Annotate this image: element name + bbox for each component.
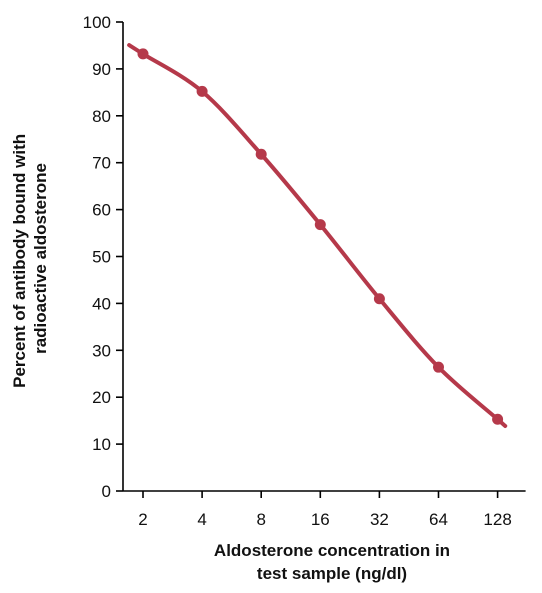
y-tick-label: 80: [92, 107, 111, 126]
x-tick-label: 2: [138, 510, 147, 529]
y-tick-label: 100: [83, 13, 111, 32]
x-tick-label: 8: [256, 510, 265, 529]
x-tick-label: 32: [370, 510, 389, 529]
data-point: [196, 85, 208, 97]
x-axis-title-line-2: test sample (ng/dl): [257, 564, 407, 583]
y-tick-label: 60: [92, 201, 111, 220]
y-tick-label: 70: [92, 154, 111, 173]
y-tick-label: 40: [92, 294, 111, 313]
x-axis-title-line-1: Aldosterone concentration in: [214, 541, 450, 560]
y-tick-label: 50: [92, 248, 111, 267]
x-tick-label: 4: [197, 510, 206, 529]
y-tick-label: 0: [102, 482, 111, 501]
data-point: [137, 48, 149, 60]
y-tick-label: 10: [92, 435, 111, 454]
data-point: [314, 219, 326, 231]
y-axis-title: Percent of antibody bound with radioacti…: [10, 129, 50, 388]
x-tick-label: 128: [483, 510, 511, 529]
x-tick-label: 64: [429, 510, 448, 529]
data-point: [373, 293, 385, 305]
data-point: [433, 361, 444, 373]
y-axis-title-line-2: radioactive aldosterone: [31, 163, 50, 354]
y-tick-label: 30: [92, 341, 111, 360]
y-tick-label: 90: [92, 60, 111, 79]
y-axis: 0 10 20 30 40 50 60 70 80 90 100: [83, 13, 124, 501]
y-axis-title-line-1: Percent of antibody bound with: [10, 134, 29, 388]
y-tick-label: 20: [92, 388, 111, 407]
data-point: [492, 413, 504, 425]
series-layer: [127, 43, 508, 428]
x-axis: 2 4 8 16 32 64 128: [123, 490, 526, 529]
series-line: [127, 43, 508, 428]
x-tick-label: 16: [311, 510, 330, 529]
data-point: [255, 148, 267, 160]
